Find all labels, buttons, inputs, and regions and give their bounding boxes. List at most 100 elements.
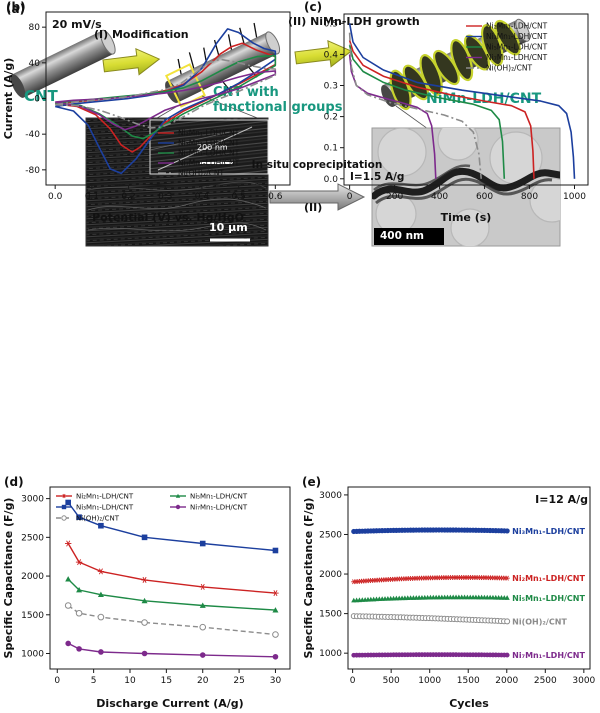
- series-ni3: [348, 23, 576, 179]
- svg-text:0.4: 0.4: [195, 192, 210, 202]
- series-nioh: Ni(OH)₂/CNT: [350, 613, 567, 626]
- series-ni2: [348, 40, 535, 179]
- panel-b: 0.0 0.1 0.2 0.3 0.4 0.5 0.6 -80 -40 0 40 80 Potentia…: [0, 0, 300, 227]
- svg-text:0.4: 0.4: [324, 50, 339, 60]
- svg-text:2000: 2000: [21, 572, 44, 582]
- svg-text:25: 25: [233, 676, 244, 686]
- series-ni3: [65, 499, 279, 554]
- svg-text:3000: 3000: [319, 491, 342, 501]
- svg-text:Ni₇Mn₁-LDH/CNT: Ni₇Mn₁-LDH/CNT: [486, 53, 548, 62]
- rate-capability-chart: 0 5 10 15 20 25 30 1000 1500 2000 2500 3000 Discharg…: [2, 486, 291, 710]
- tem-scale-label: 400 nm: [380, 230, 424, 242]
- svg-text:Ni₂Mn₁-LDH/CNT: Ni₂Mn₁-LDH/CNT: [486, 22, 548, 31]
- svg-text:500: 500: [383, 676, 400, 686]
- cnt-cylinder: [10, 29, 116, 98]
- tem-scale-band: [374, 228, 444, 245]
- svg-text:0: 0: [34, 95, 40, 105]
- svg-text:-80: -80: [25, 166, 40, 176]
- panel-a-label: (a): [6, 2, 26, 16]
- svg-text:20: 20: [197, 676, 209, 686]
- process-label: In situ coprecipitation: [251, 159, 383, 171]
- series-nioh: [348, 32, 482, 179]
- svg-text:Specific Capacitance (F/g): Specific Capacitance (F/g): [2, 498, 15, 659]
- svg-text:0: 0: [54, 676, 60, 686]
- svg-text:Ni₅Mn₁-LDH/CNT: Ni₅Mn₁-LDH/CNT: [486, 43, 548, 52]
- panel-c-label: (c): [304, 0, 323, 14]
- svg-text:Ni₂Mn₁-LDH/CNT: Ni₂Mn₁-LDH/CNT: [76, 493, 134, 501]
- functionalized-cnt-cylinder: [165, 22, 281, 108]
- panel-b-label: (b): [6, 0, 26, 14]
- svg-text:Ni₇Mn₁-LDH/CNT: Ni₇Mn₁-LDH/CNT: [190, 504, 248, 512]
- svg-text:Ni₂Mn₁-LDH/CNT: Ni₂Mn₁-LDH/CNT: [512, 574, 585, 583]
- tem-image: [371, 127, 561, 247]
- svg-text:15: 15: [161, 676, 172, 686]
- svg-text:2500: 2500: [319, 530, 342, 540]
- svg-text:Ni₇Mn₁-LDH/CNT: Ni₇Mn₁-LDH/CNT: [512, 651, 585, 660]
- svg-text:Ni₃Mn₁-LDH/CNT: Ni₃Mn₁-LDH/CNT: [486, 32, 548, 41]
- svg-text:Ni₅Mn₁-LDH/CNT: Ni₅Mn₁-LDH/CNT: [512, 594, 585, 603]
- series-ni7: Ni₇Mn₁-LDH/CNT: [351, 651, 586, 660]
- svg-text:0: 0: [350, 676, 356, 686]
- svg-text:0.5: 0.5: [324, 19, 338, 29]
- svg-text:1500: 1500: [319, 610, 342, 620]
- series-ni7: [65, 640, 279, 660]
- svg-text:Specific Capacitance (F/g): Specific Capacitance (F/g): [302, 498, 315, 659]
- svg-text:I=12 A/g: I=12 A/g: [535, 493, 588, 506]
- series-ni5: [65, 576, 279, 613]
- panel-e-label: (e): [302, 475, 322, 489]
- svg-text:0.2: 0.2: [324, 113, 338, 123]
- svg-text:0.6: 0.6: [268, 192, 283, 202]
- axes: 0 500 1000 1500 2000 2500 3000 1000 1500 2000 2500…: [302, 486, 596, 710]
- svg-text:0.2: 0.2: [121, 192, 135, 202]
- legend: Ni₂Mn₁-LDH/CNT Ni₅Mn₁-LDH/CNT Ni₃Mn₁-LDH/C…: [56, 493, 248, 523]
- step2-label: (II) NiMn-LDH growth: [288, 15, 420, 28]
- panel-d: 0 5 10 15 20 25 30 1000 1500 2000 2500 3000 Discharg…: [0, 475, 300, 713]
- series-ni5: [348, 44, 506, 179]
- svg-text:Ni(OH)₂/CNT: Ni(OH)₂/CNT: [512, 617, 567, 626]
- series-nioh: [64, 602, 279, 638]
- discharge-chart: 0 200 400 600 800 1000 0.0 0.1 0.2 0.3 0.4 0.5 Time …: [324, 13, 589, 224]
- panel-d-label: (d): [4, 475, 24, 489]
- axes: 0 200 400 600 800 1000 0.0 0.1 0.2 0.3 0.4 0.5 Time …: [324, 13, 589, 224]
- svg-text:Cycles: Cycles: [449, 697, 489, 710]
- sem-scale-label: 10 μm: [209, 221, 248, 234]
- svg-text:800: 800: [521, 192, 538, 202]
- svg-text:0.5: 0.5: [231, 192, 245, 202]
- series-ni2: Ni₂Mn₁-LDH/CNT: [351, 574, 586, 585]
- svg-text:3000: 3000: [572, 676, 595, 686]
- nanotube-chain: [372, 167, 560, 200]
- svg-text:Ni₂Mn₁-LDH/CNT: Ni₂Mn₁-LDH/CNT: [178, 129, 240, 138]
- svg-text:0.0: 0.0: [324, 175, 339, 185]
- modification-arrow-icon: [102, 48, 161, 76]
- svg-text:Ni₃Mn₁-LDH/CNT: Ni₃Mn₁-LDH/CNT: [76, 504, 134, 512]
- svg-text:600: 600: [476, 192, 493, 202]
- series-ni2: [55, 42, 277, 153]
- svg-text:0.1: 0.1: [85, 192, 99, 202]
- svg-text:2000: 2000: [495, 676, 518, 686]
- svg-text:40: 40: [29, 59, 41, 69]
- svg-text:Discharge Current (A/g): Discharge Current (A/g): [96, 697, 243, 710]
- cycling-stability-chart: 0 500 1000 1500 2000 2500 3000 1000 1500 2000 2500…: [302, 486, 596, 710]
- svg-text:Ni(OH)₂/CNT: Ni(OH)₂/CNT: [76, 515, 120, 523]
- growth-arrow-icon: [294, 40, 353, 68]
- svg-text:-40: -40: [25, 130, 40, 140]
- panel-e: 0 500 1000 1500 2000 2500 3000 1000 1500 2000 2500…: [300, 475, 600, 713]
- svg-text:1000: 1000: [21, 650, 44, 660]
- svg-text:Ni₅Mn₁-LDH/CNT: Ni₅Mn₁-LDH/CNT: [178, 149, 240, 158]
- legend: Ni₂Mn₁-LDH/CNTNi₃Mn₁-LDH/CNTNi₅Mn₁-LDH/C…: [158, 129, 240, 178]
- svg-text:Ni(OH)₂/CNT: Ni(OH)₂/CNT: [178, 169, 224, 178]
- axes: 0.0 0.1 0.2 0.3 0.4 0.5 0.6 -80 -40 0 40 80 Potentia…: [2, 11, 291, 224]
- series-ni2: [64, 540, 279, 597]
- svg-text:0.1: 0.1: [324, 144, 338, 154]
- svg-text:Current (A/g): Current (A/g): [2, 58, 15, 140]
- coprecipitation-arrow-icon: [269, 183, 366, 211]
- svg-text:0: 0: [347, 192, 353, 202]
- sem-image: [85, 117, 269, 247]
- svg-text:5: 5: [91, 676, 97, 686]
- svg-text:0.0: 0.0: [48, 192, 63, 202]
- panel-c: 0 200 400 600 800 1000 0.0 0.1 0.2 0.3 0.4 0.5 Time …: [300, 0, 600, 227]
- svg-text:2000: 2000: [319, 570, 342, 580]
- svg-text:2500: 2500: [21, 533, 44, 543]
